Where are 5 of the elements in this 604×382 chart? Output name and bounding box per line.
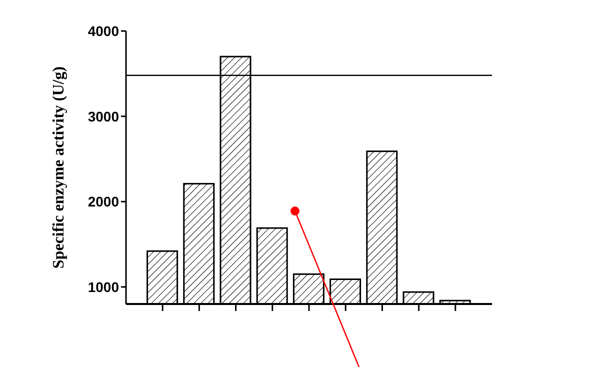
y-tick-label: 4000 [88, 22, 120, 39]
y-tick-label: 3000 [88, 108, 120, 124]
y-axis-title: Specific enzyme activity (U/g) [50, 66, 68, 269]
y-tick-label: 1000 [88, 278, 120, 295]
y-tick-label: 2000 [88, 194, 120, 210]
